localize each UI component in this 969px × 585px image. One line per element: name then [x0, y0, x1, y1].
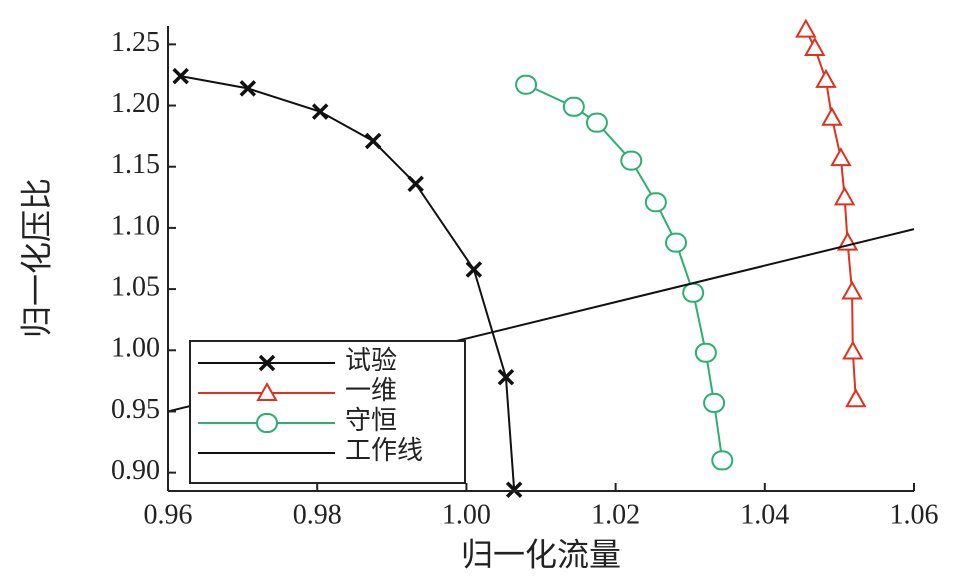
circle-marker — [620, 150, 643, 171]
legend-marker — [258, 354, 276, 372]
circle-marker — [703, 392, 726, 413]
triangle-marker — [815, 68, 837, 88]
series — [795, 18, 867, 408]
legend-label: 工作线 — [345, 436, 423, 465]
x-marker — [239, 80, 257, 97]
y-tick-label: 1.15 — [111, 149, 160, 180]
triangle-marker — [795, 18, 817, 38]
series-line — [525, 83, 724, 461]
x-tick-label: 0.96 — [144, 499, 193, 530]
y-tick-label: 1.10 — [111, 210, 160, 241]
triangle-marker — [830, 147, 852, 167]
triangle-marker — [833, 186, 856, 206]
triangle-marker — [842, 340, 864, 360]
triangle-marker — [841, 280, 863, 300]
circle-marker — [694, 342, 717, 363]
x-marker — [465, 261, 483, 278]
x-marker — [497, 368, 515, 386]
y-tick-label: 1.00 — [111, 333, 160, 364]
legend-marker — [256, 381, 278, 401]
y-tick-label: 1.20 — [111, 88, 160, 119]
circle-marker — [585, 112, 608, 133]
series — [515, 74, 734, 471]
x-marker — [505, 481, 523, 499]
x-tick-label: 1.04 — [740, 499, 789, 530]
y-tick-label: 0.95 — [111, 394, 160, 425]
series-line — [180, 75, 516, 490]
circle-marker — [682, 282, 705, 303]
y-axis-title: 归一化压比 — [18, 178, 54, 338]
x-tick-label: 1.00 — [442, 499, 491, 530]
legend-box — [189, 340, 466, 484]
series-line — [804, 29, 857, 400]
x-axis-title: 归一化流量 — [461, 536, 621, 572]
y-tick-label: 1.05 — [111, 272, 160, 303]
x-marker — [172, 67, 189, 85]
legend-label: 试验 — [345, 346, 397, 375]
x-tick-label: 0.98 — [293, 499, 342, 530]
circle-marker — [711, 450, 734, 471]
y-tick-label: 0.90 — [111, 455, 160, 486]
circle-marker — [515, 74, 538, 95]
x-marker — [311, 103, 329, 120]
y-tick-label: 1.25 — [111, 27, 160, 58]
x-tick-label: 1.02 — [591, 499, 640, 530]
x-tick-label: 1.06 — [890, 499, 939, 530]
circle-marker — [644, 192, 667, 213]
legend-label: 守恒 — [345, 406, 397, 435]
x-marker — [364, 132, 382, 150]
triangle-marker — [845, 388, 867, 408]
legend-label: 一维 — [345, 376, 397, 405]
triangle-marker — [821, 106, 843, 126]
series — [172, 67, 523, 499]
circle-marker — [562, 96, 585, 117]
legend-marker — [256, 413, 278, 433]
triangle-marker — [804, 36, 826, 57]
circle-marker — [665, 232, 688, 253]
x-marker — [407, 175, 424, 193]
